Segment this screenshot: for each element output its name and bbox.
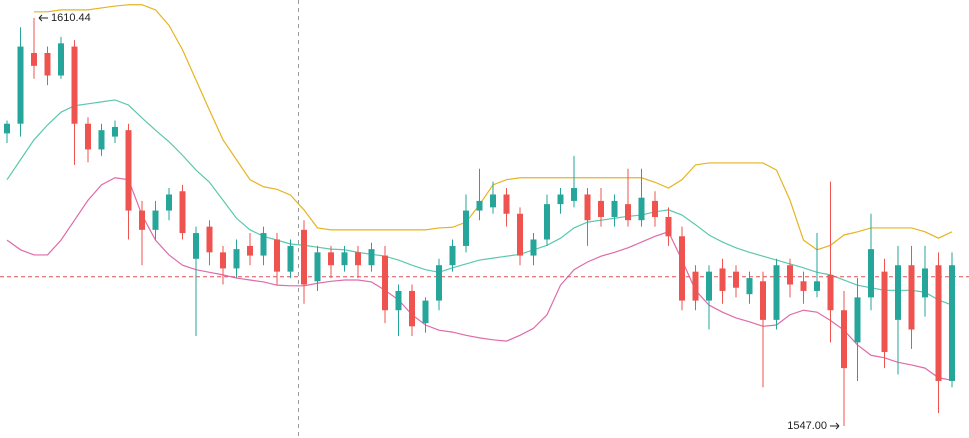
candle-body	[287, 245, 294, 272]
candle-body	[274, 239, 280, 272]
candle-body	[260, 233, 267, 256]
candle-body	[787, 265, 793, 285]
candle-body	[625, 204, 631, 221]
marker-arrow	[38, 14, 48, 22]
candle-body	[598, 200, 604, 217]
candle-body	[557, 194, 564, 205]
candle-body	[355, 252, 361, 266]
candle-body	[4, 123, 10, 134]
middle-band	[6, 99, 953, 306]
candle-body	[17, 46, 24, 124]
candle-body	[71, 46, 78, 124]
candle-body	[760, 281, 766, 320]
candle-body	[922, 268, 928, 298]
candle-body	[841, 310, 847, 369]
candle-body	[112, 126, 118, 137]
candle-body	[152, 210, 159, 230]
candle-body	[368, 249, 375, 266]
candle-body	[382, 255, 388, 311]
candle-body	[517, 213, 523, 256]
candle-body	[571, 188, 577, 201]
candle-body	[449, 245, 456, 266]
candle-body	[409, 290, 415, 327]
candle-body	[733, 271, 739, 288]
candle-body	[476, 200, 483, 211]
candle-body	[328, 252, 334, 266]
candle-body	[854, 297, 861, 343]
lower-band	[6, 177, 953, 381]
candle-body	[800, 281, 807, 291]
candle-body	[44, 52, 51, 76]
candle-body	[314, 252, 321, 282]
candle-body	[85, 123, 91, 150]
candle-body	[206, 226, 213, 253]
candle-body	[908, 265, 915, 330]
candle-body	[463, 210, 469, 246]
candle-body	[827, 274, 834, 311]
candle-body	[584, 194, 591, 221]
candle-body	[868, 249, 874, 298]
candle-body	[652, 200, 658, 217]
candle-body	[247, 245, 253, 256]
candle-body	[881, 271, 888, 353]
candle-body	[58, 43, 64, 76]
candle-body	[530, 239, 537, 256]
candle-body	[949, 265, 955, 381]
candle-body	[179, 191, 186, 234]
candle-body	[719, 268, 726, 291]
candle-body	[895, 265, 901, 320]
candle-body	[301, 229, 307, 285]
max-marker-label: 1610.44	[51, 12, 91, 24]
candle-body	[166, 194, 172, 211]
candle-body	[503, 194, 510, 214]
min-marker-label: 1547.00	[787, 420, 827, 432]
candle-body	[490, 194, 496, 208]
candle-body	[935, 265, 942, 381]
candle-body	[773, 265, 780, 320]
candle-body	[679, 236, 685, 301]
candle-body	[193, 233, 199, 259]
candle-body	[544, 204, 550, 240]
candle-body	[395, 290, 402, 311]
candle-body	[692, 271, 699, 301]
candle-body	[611, 200, 618, 217]
candle-body	[98, 130, 105, 150]
candle-body	[233, 249, 240, 269]
candle-body	[665, 216, 672, 237]
candle-body	[125, 130, 132, 211]
candle-body	[31, 52, 37, 66]
candle-body	[422, 300, 429, 324]
candle-body	[814, 281, 820, 291]
candle-body	[139, 210, 145, 230]
candle-body	[341, 252, 348, 266]
candle-body	[706, 271, 712, 301]
candle-body	[746, 278, 753, 295]
candle-body	[436, 265, 442, 301]
marker-arrow	[830, 422, 840, 430]
candle-body	[638, 197, 645, 221]
candle-body	[220, 252, 226, 269]
